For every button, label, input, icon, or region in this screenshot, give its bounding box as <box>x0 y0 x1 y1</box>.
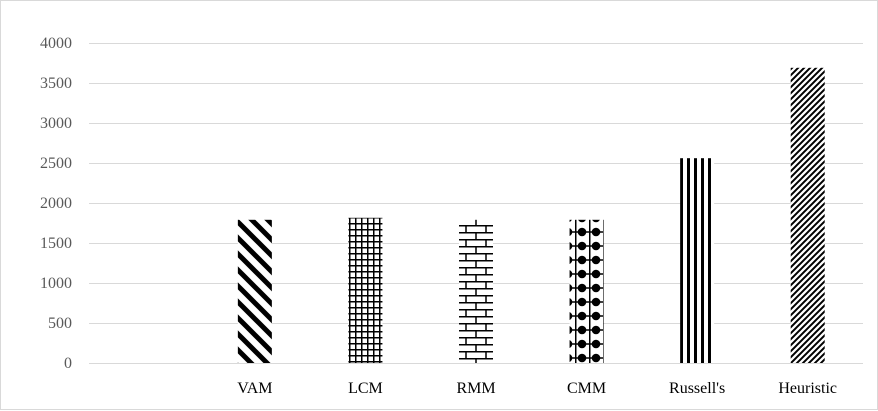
y-axis-ticks: 0 500 1000 1500 2000 2500 3000 3500 4000 <box>40 35 72 372</box>
x-tick-label: RMM <box>456 380 495 397</box>
y-tick-label: 3500 <box>40 75 72 92</box>
y-tick-label: 4000 <box>40 35 72 52</box>
y-tick-label: 2500 <box>40 155 72 172</box>
y-tick-label: 1000 <box>40 275 72 292</box>
x-tick-label: LCM <box>348 380 383 397</box>
x-tick-label: Russell's <box>669 380 725 397</box>
y-tick-label: 500 <box>48 315 72 332</box>
x-axis-labels: VAM LCM RMM CMM Russell's Heuristic <box>237 380 837 397</box>
y-tick-label: 3000 <box>40 115 72 132</box>
bar-russell-s <box>680 158 715 363</box>
bar-vam <box>237 219 272 363</box>
x-tick-label: CMM <box>567 380 606 397</box>
y-tick-label: 2000 <box>40 195 72 212</box>
bar-rmm <box>459 219 493 363</box>
y-tick-label: 1500 <box>40 235 72 252</box>
x-tick-label: VAM <box>237 380 272 397</box>
x-tick-label: Heuristic <box>778 380 837 397</box>
bar-heuristic <box>790 67 825 364</box>
bar-lcm <box>348 217 383 363</box>
y-tick-label: 0 <box>64 355 72 372</box>
bars <box>237 67 825 364</box>
bar-cmm <box>569 219 604 363</box>
